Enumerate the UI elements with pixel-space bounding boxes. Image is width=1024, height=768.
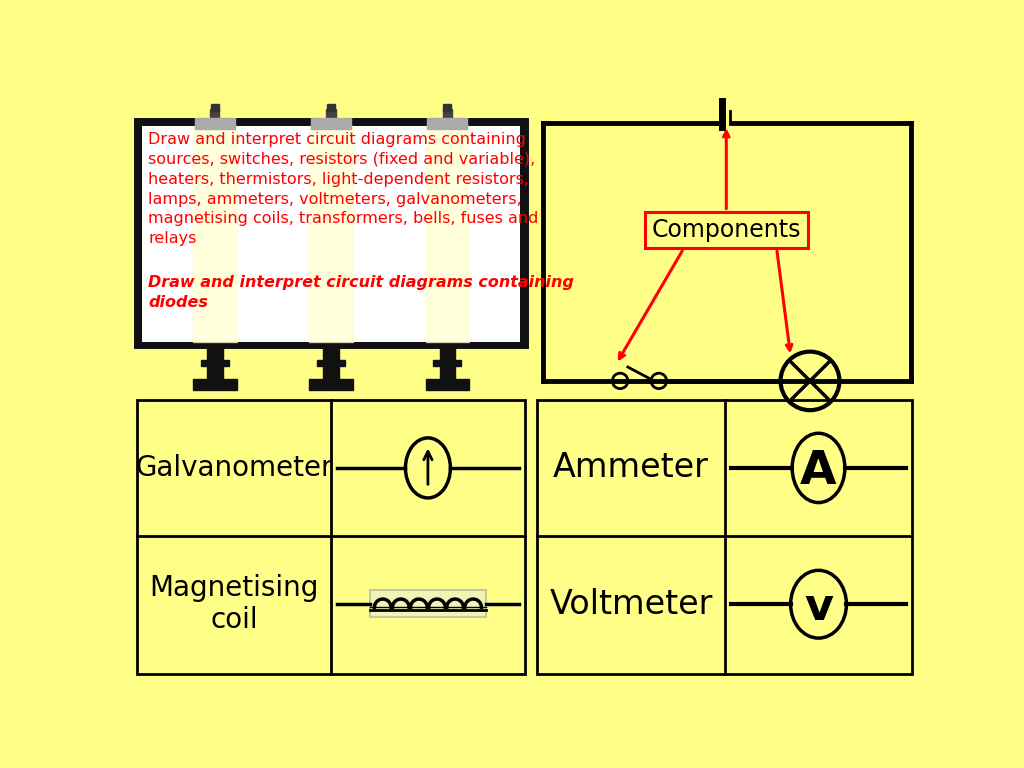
Text: A: A: [800, 449, 837, 494]
Bar: [201, 360, 228, 366]
Bar: [370, 591, 486, 617]
Bar: [207, 345, 222, 387]
Bar: [328, 104, 335, 111]
Text: Magnetising
coil: Magnetising coil: [150, 574, 318, 634]
Text: Ammeter: Ammeter: [553, 452, 709, 485]
Bar: [195, 118, 234, 129]
Text: Draw and interpret circuit diagrams containing
diodes: Draw and interpret circuit diagrams cont…: [148, 276, 574, 310]
Bar: [311, 118, 351, 129]
Bar: [309, 126, 352, 342]
Bar: [426, 126, 469, 342]
Bar: [439, 345, 455, 387]
Bar: [538, 400, 912, 674]
Bar: [137, 400, 524, 674]
Bar: [433, 360, 461, 366]
Bar: [194, 126, 237, 342]
Text: Components: Components: [651, 218, 801, 242]
Bar: [645, 211, 808, 249]
Bar: [142, 126, 520, 342]
Bar: [442, 109, 452, 123]
Bar: [309, 379, 352, 390]
Text: Galvanometer: Galvanometer: [135, 454, 333, 482]
Text: v: v: [804, 586, 834, 629]
Bar: [211, 104, 219, 111]
Bar: [210, 109, 219, 123]
Bar: [443, 104, 452, 111]
Bar: [317, 360, 345, 366]
Bar: [427, 118, 467, 129]
Bar: [194, 379, 237, 390]
Text: Draw and interpret circuit diagrams containing
sources, switches, resistors (fix: Draw and interpret circuit diagrams cont…: [148, 132, 539, 247]
Text: Voltmeter: Voltmeter: [549, 588, 713, 621]
Bar: [324, 345, 339, 387]
Bar: [327, 109, 336, 123]
Bar: [137, 121, 524, 345]
Bar: [426, 379, 469, 390]
